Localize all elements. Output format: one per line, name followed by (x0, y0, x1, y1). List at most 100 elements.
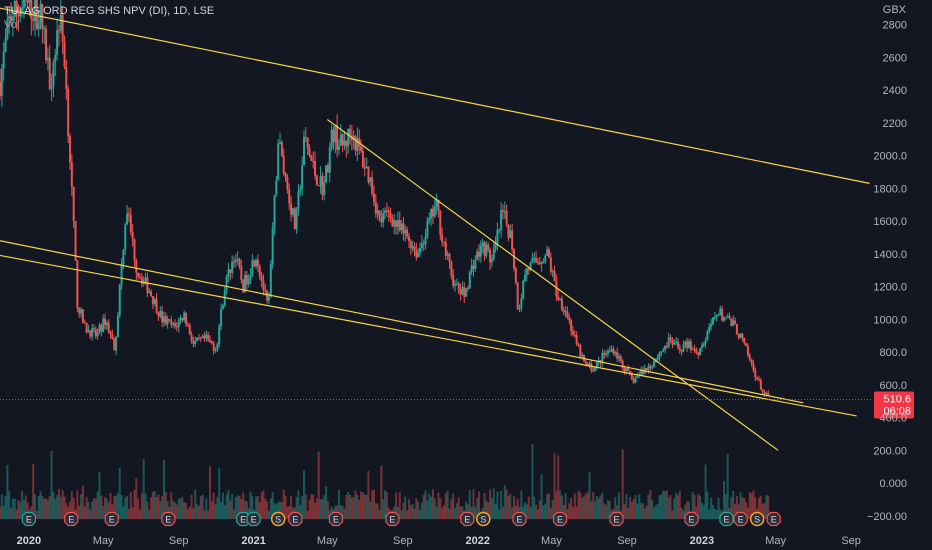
candle[interactable] (131, 231, 134, 240)
candle[interactable] (461, 287, 464, 295)
candle[interactable] (566, 311, 569, 318)
candle[interactable] (378, 210, 381, 217)
candle[interactable] (553, 271, 556, 281)
candle[interactable] (614, 351, 617, 354)
candle[interactable] (559, 298, 562, 300)
candle[interactable] (689, 341, 692, 350)
candle[interactable] (710, 324, 713, 327)
candle[interactable] (675, 341, 678, 343)
earnings-marker[interactable]: E (246, 511, 261, 527)
candle[interactable] (419, 248, 422, 253)
candle[interactable] (67, 89, 70, 137)
candle[interactable] (382, 212, 385, 223)
candle[interactable] (170, 320, 173, 325)
candle[interactable] (472, 265, 475, 270)
candle[interactable] (109, 331, 112, 335)
candle[interactable] (238, 258, 241, 267)
candle[interactable] (463, 287, 466, 297)
candle[interactable] (177, 320, 180, 328)
candle[interactable] (625, 368, 628, 372)
candle[interactable] (354, 135, 357, 151)
candle[interactable] (371, 177, 374, 194)
candle[interactable] (218, 326, 221, 345)
candle[interactable] (175, 326, 178, 328)
candle[interactable] (374, 201, 377, 214)
candle[interactable] (651, 367, 654, 369)
candle[interactable] (649, 366, 652, 368)
candle[interactable] (242, 280, 245, 293)
candle[interactable] (547, 249, 550, 258)
candle[interactable] (389, 212, 392, 219)
candle[interactable] (433, 206, 436, 217)
candle[interactable] (732, 320, 735, 326)
candle[interactable] (711, 317, 714, 325)
symbol-title[interactable]: TUI AG ORD REG SHS NPV (DI), 1D, LSE (4, 5, 215, 17)
candle[interactable] (266, 290, 269, 301)
candle[interactable] (43, 28, 46, 30)
candle[interactable] (531, 258, 534, 263)
candle[interactable] (387, 210, 390, 213)
candle[interactable] (91, 328, 94, 337)
candle[interactable] (570, 319, 573, 331)
candle[interactable] (734, 320, 737, 324)
candle[interactable] (479, 245, 482, 257)
candle[interactable] (717, 314, 720, 316)
candle[interactable] (210, 341, 213, 344)
earnings-marker[interactable]: E (766, 511, 781, 527)
candle[interactable] (466, 288, 469, 290)
candle[interactable] (691, 348, 694, 350)
earnings-marker[interactable]: E (460, 511, 475, 527)
candle[interactable] (586, 363, 589, 366)
candle[interactable] (360, 146, 363, 151)
candle[interactable] (700, 345, 703, 349)
candle[interactable] (454, 283, 457, 286)
candle[interactable] (37, 23, 40, 29)
candle[interactable] (13, 0, 16, 17)
candle[interactable] (684, 341, 687, 345)
candle[interactable] (704, 340, 707, 344)
candle[interactable] (579, 345, 582, 357)
candle[interactable] (474, 259, 477, 270)
candle[interactable] (422, 243, 425, 245)
candle[interactable] (139, 276, 142, 278)
candle[interactable] (321, 176, 324, 196)
earnings-marker[interactable]: E (104, 511, 119, 527)
candle[interactable] (713, 317, 716, 319)
candle[interactable] (750, 359, 753, 364)
earnings-marker[interactable]: E (609, 511, 624, 527)
candle[interactable] (476, 251, 479, 260)
candle[interactable] (538, 262, 541, 265)
candle[interactable] (708, 326, 711, 332)
candle[interactable] (286, 177, 289, 190)
candle[interactable] (619, 356, 622, 361)
candle[interactable] (83, 322, 86, 324)
candle[interactable] (113, 339, 116, 351)
candle[interactable] (140, 277, 143, 284)
candle[interactable] (735, 323, 738, 335)
candle[interactable] (765, 392, 768, 394)
candle[interactable] (28, 0, 31, 3)
candle[interactable] (262, 280, 265, 291)
candle[interactable] (470, 265, 473, 273)
candle[interactable] (57, 30, 60, 32)
candle[interactable] (406, 229, 409, 237)
candle[interactable] (514, 268, 517, 283)
candle[interactable] (741, 333, 744, 338)
candle[interactable] (69, 136, 72, 163)
candle[interactable] (748, 355, 751, 360)
candle[interactable] (420, 243, 423, 249)
candle[interactable] (439, 210, 442, 235)
candle[interactable] (428, 218, 431, 221)
candle[interactable] (601, 353, 604, 363)
candle[interactable] (511, 230, 514, 250)
candle[interactable] (724, 317, 727, 319)
candle[interactable] (282, 155, 285, 174)
candle[interactable] (275, 180, 278, 196)
earnings-marker[interactable]: E (719, 511, 734, 527)
earnings-marker[interactable]: E (236, 511, 251, 527)
candle[interactable] (459, 289, 462, 295)
candle[interactable] (424, 236, 427, 245)
earnings-marker[interactable]: E (684, 511, 699, 527)
candle[interactable] (185, 312, 188, 325)
